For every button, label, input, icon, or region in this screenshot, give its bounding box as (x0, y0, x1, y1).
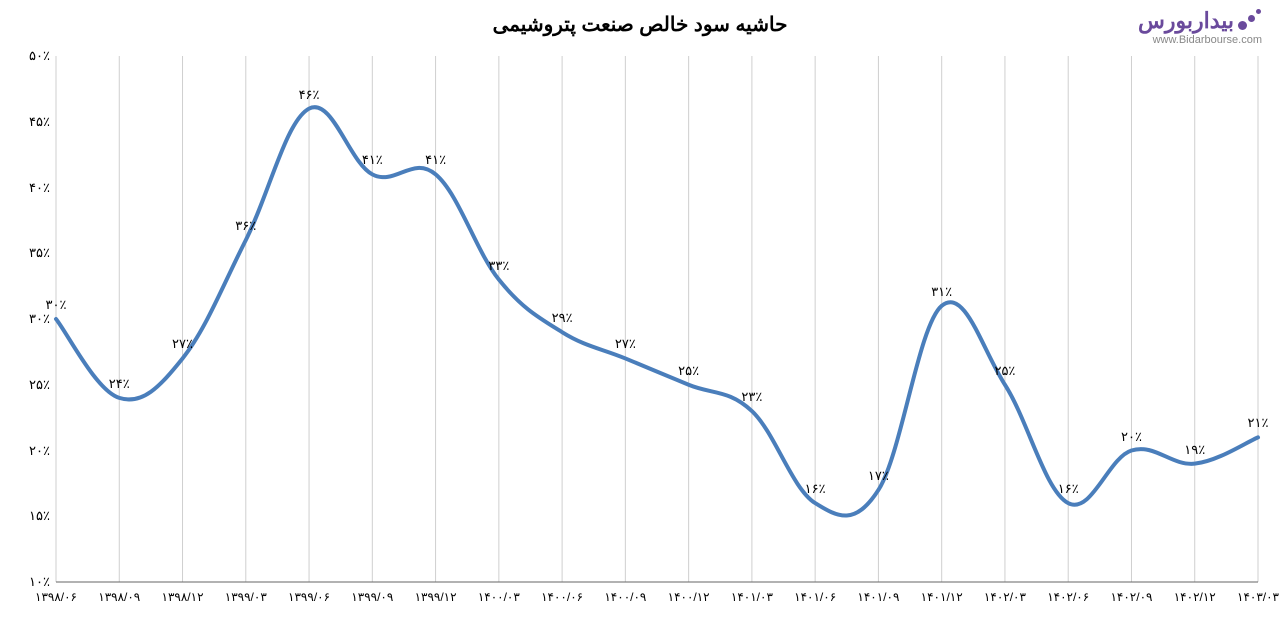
data-point-label: ۲۱٪ (1248, 415, 1269, 431)
x-tick-label: ۱۳۹۸/۰۹ (98, 590, 140, 604)
data-point-label: ۱۹٪ (1184, 442, 1205, 458)
chart-svg (0, 0, 1280, 628)
data-point-label: ۲۵٪ (678, 363, 699, 379)
data-point-label: ۴۶٪ (299, 87, 320, 103)
x-tick-label: ۱۴۰۲/۰۳ (984, 590, 1026, 604)
data-point-label: ۱۶٪ (805, 481, 826, 497)
data-point-label: ۳۰٪ (46, 297, 67, 313)
x-tick-label: ۱۴۰۰/۰۳ (478, 590, 520, 604)
y-tick-label: ۴۵٪ (10, 114, 50, 130)
data-point-label: ۲۴٪ (109, 376, 130, 392)
data-point-label: ۲۷٪ (615, 336, 636, 352)
data-point-label: ۴۱٪ (362, 152, 383, 168)
data-point-label: ۳۳٪ (488, 258, 509, 274)
y-tick-label: ۱۰٪ (10, 574, 50, 590)
x-tick-label: ۱۴۰۲/۰۹ (1110, 590, 1152, 604)
x-tick-label: ۱۴۰۲/۰۶ (1047, 590, 1089, 604)
data-point-label: ۲۷٪ (172, 336, 193, 352)
x-tick-label: ۱۳۹۸/۰۶ (35, 590, 77, 604)
y-tick-label: ۱۵٪ (10, 508, 50, 524)
y-tick-label: ۴۰٪ (10, 180, 50, 196)
x-tick-label: ۱۴۰۰/۰۹ (604, 590, 646, 604)
x-tick-label: ۱۳۹۹/۰۹ (351, 590, 393, 604)
x-tick-label: ۱۴۰۱/۱۲ (921, 590, 963, 604)
data-point-label: ۲۳٪ (741, 389, 762, 405)
y-tick-label: ۲۵٪ (10, 377, 50, 393)
y-tick-label: ۵۰٪ (10, 48, 50, 64)
data-point-label: ۴۱٪ (425, 152, 446, 168)
x-tick-label: ۱۴۰۱/۰۶ (794, 590, 836, 604)
x-tick-label: ۱۴۰۰/۱۲ (668, 590, 710, 604)
data-point-label: ۱۶٪ (1058, 481, 1079, 497)
y-tick-label: ۳۰٪ (10, 311, 50, 327)
data-point-label: ۳۶٪ (235, 218, 256, 234)
y-tick-label: ۲۰٪ (10, 443, 50, 459)
x-tick-label: ۱۳۹۹/۰۳ (225, 590, 267, 604)
data-point-label: ۲۰٪ (1121, 429, 1142, 445)
data-point-label: ۲۹٪ (552, 310, 573, 326)
x-tick-label: ۱۴۰۱/۰۹ (857, 590, 899, 604)
x-tick-label: ۱۴۰۰/۰۶ (541, 590, 583, 604)
x-tick-label: ۱۴۰۲/۱۲ (1174, 590, 1216, 604)
y-tick-label: ۳۵٪ (10, 245, 50, 261)
x-tick-label: ۱۳۹۹/۰۶ (288, 590, 330, 604)
x-tick-label: ۱۴۰۱/۰۳ (731, 590, 773, 604)
data-point-label: ۱۷٪ (868, 468, 889, 484)
chart-container: حاشیه سود خالص صنعت پتروشیمی بیداربورس w… (0, 0, 1280, 628)
x-tick-label: ۱۴۰۳/۰۳ (1237, 590, 1279, 604)
x-tick-label: ۱۳۹۹/۱۲ (415, 590, 457, 604)
x-tick-label: ۱۳۹۸/۱۲ (162, 590, 204, 604)
data-point-label: ۳۱٪ (931, 284, 952, 300)
data-point-label: ۲۵٪ (994, 363, 1015, 379)
